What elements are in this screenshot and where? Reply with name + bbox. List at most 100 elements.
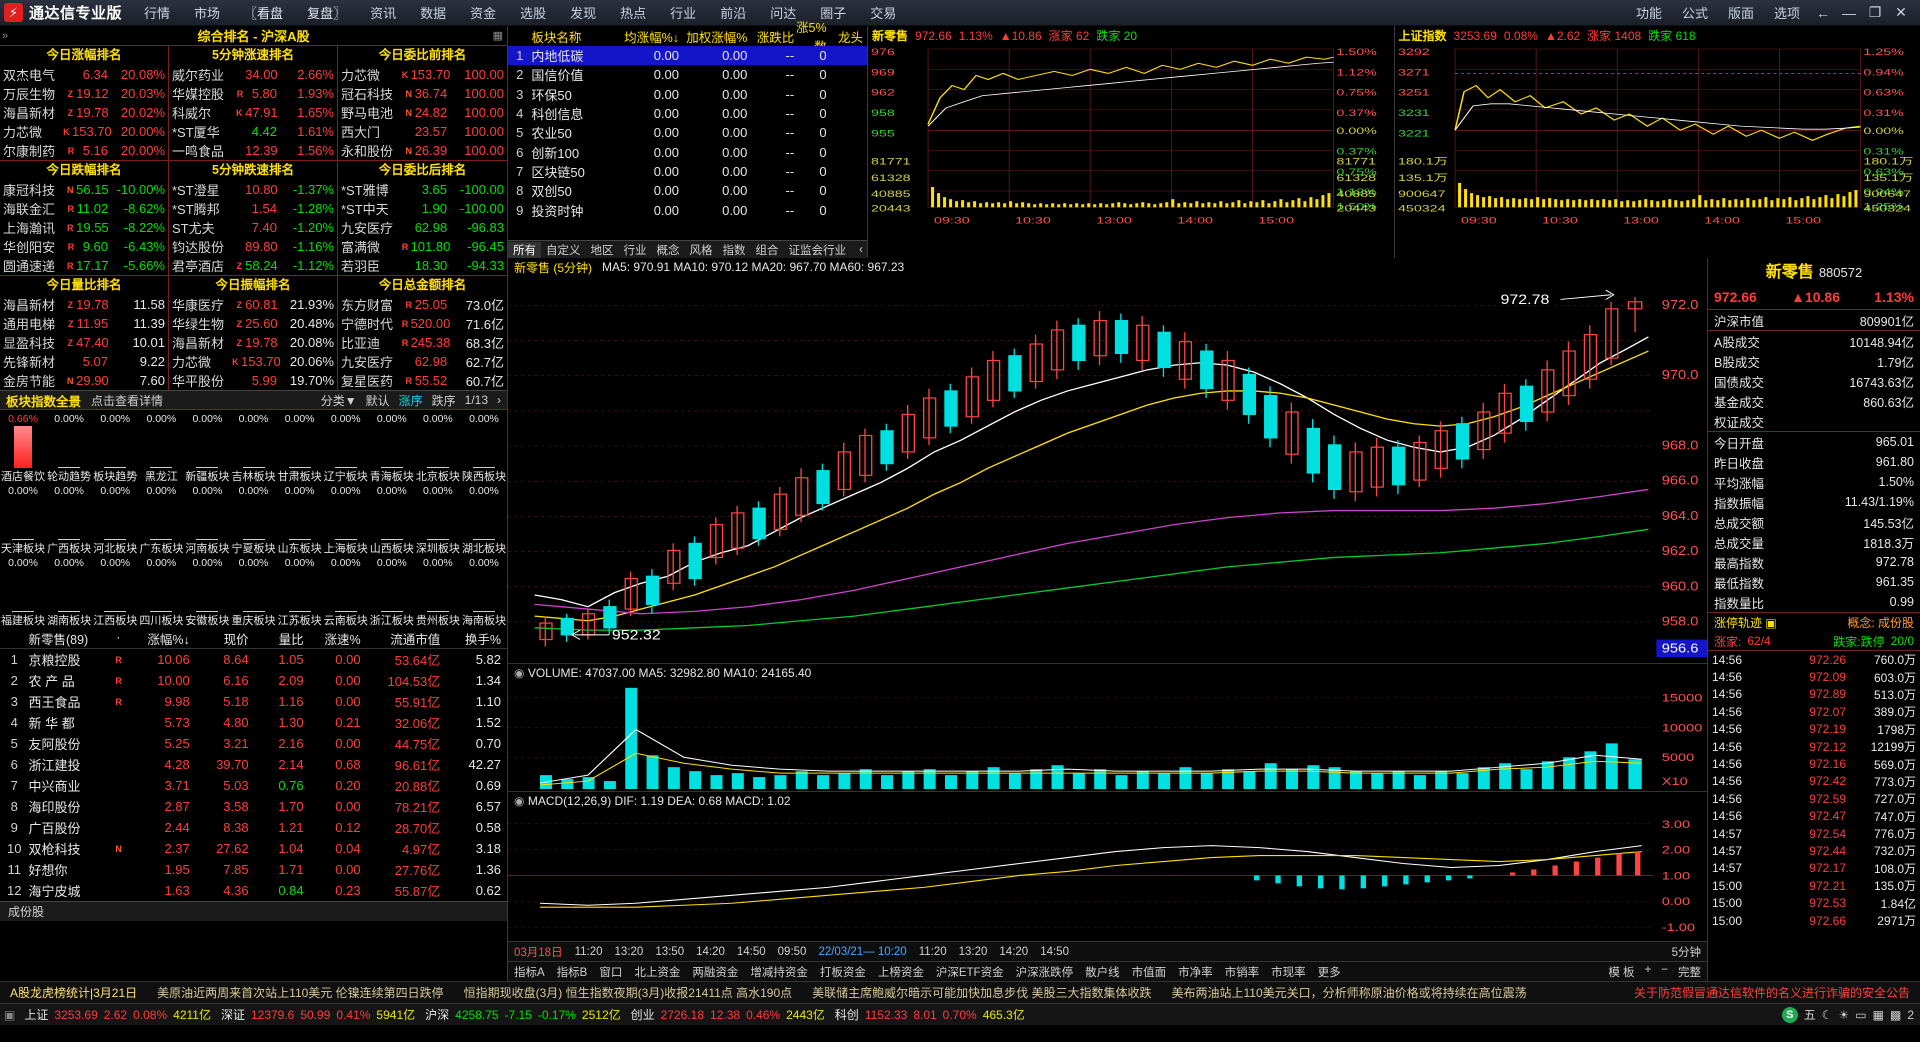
menu-item-fupan[interactable]: 复盘〗 — [307, 6, 347, 21]
panorama-cell[interactable]: 0.00% 青海板块 — [369, 412, 415, 484]
chart-tab-增减持资金[interactable]: 增减持资金 — [750, 966, 808, 979]
menu-item-zijin[interactable]: 资金 — [470, 6, 497, 21]
panorama-cell[interactable]: 0.00% 山东板块 — [277, 484, 323, 556]
rank-row[interactable]: 冠石科技 N 36.74 100.00 — [338, 84, 507, 103]
rank-row[interactable]: 九安医疗 62.98 -96.83 — [338, 218, 507, 237]
rank-row[interactable]: 双杰电气 6.34 20.08% — [0, 65, 168, 84]
status-left-icon[interactable]: ▣ — [4, 1007, 16, 1022]
panorama-cell[interactable]: 0.00% 深圳板块 — [415, 484, 461, 556]
panorama-cell[interactable]: 0.00% 贵州板块 — [415, 556, 461, 628]
limitup-track-label[interactable]: 涨停轨迹 ▣ — [1714, 616, 1777, 630]
stock-footer-tab[interactable]: 成份股 — [0, 901, 507, 921]
panorama-cell[interactable]: 0.00% 山西板块 — [369, 484, 415, 556]
rank-row[interactable]: 海昌新材 Z 19.78 20.02% — [0, 103, 168, 122]
table-row[interactable]: 1 京粮控股 R 10.06 8.64 1.05 0.00 53.64亿 5.82 — [0, 649, 507, 670]
rank-row[interactable]: 力芯微 K 153.70 100.00 — [338, 65, 507, 84]
table-row[interactable]: 9 广百股份 2.44 8.38 1.21 0.12 28.70亿 0.58 — [0, 817, 507, 838]
sector-tab-所有[interactable]: 所有 — [508, 241, 541, 258]
rank-row[interactable]: 圆通速递 R 17.17 -5.66% — [0, 256, 168, 275]
rank-row[interactable]: 上海瀚讯 R 19.55 -8.22% — [0, 218, 168, 237]
col-updown-ratio[interactable]: 涨跌比 — [756, 30, 795, 45]
s-logo-icon[interactable]: S — [1781, 1006, 1798, 1023]
rank-row[interactable]: *ST澄星 10.80 -1.37% — [169, 180, 337, 199]
menu-item-jiaoyi[interactable]: 交易 — [870, 6, 897, 21]
grid-apps-icon[interactable]: ▦ — [1872, 1007, 1884, 1022]
rank-row[interactable]: 威尔药业 34.00 2.66% — [169, 65, 337, 84]
menu-item-banmian[interactable]: 版面 — [1727, 6, 1754, 21]
rank-row[interactable]: 富满微 R 101.80 -96.45 — [338, 237, 507, 256]
sector-tab-prev-icon[interactable]: ‹ — [859, 243, 863, 256]
col-floatcap[interactable]: 流通市值 — [390, 632, 441, 647]
kline-pane[interactable]: 972.78 952.32 972.0 970.0 968.0 966 — [508, 276, 1707, 663]
panorama-cell[interactable]: 0.00% 四川板块 — [138, 556, 184, 628]
rank-row[interactable]: 华创阳安 R 9.60 -6.43% — [0, 237, 168, 256]
sector-row[interactable]: 4 科创信息 0.00 0.00 -- 0 — [508, 104, 867, 123]
panorama-cell[interactable]: 0.00% 陕西板块 — [461, 412, 507, 484]
rank-row[interactable]: *ST中天 1.90 -100.00 — [338, 199, 507, 218]
rank-row[interactable]: 野马电池 N 24.82 100.00 — [338, 103, 507, 122]
volume-collapse-icon[interactable]: ◉ — [514, 666, 525, 680]
chart-tab-市现率[interactable]: 市现率 — [1271, 966, 1306, 979]
rank-row[interactable]: 东方财富 R 25.05 73.0亿 — [338, 295, 507, 314]
rank-row[interactable]: 君亭酒店 Z 58.24 -1.12% — [169, 256, 337, 275]
menu-item-quanzi[interactable]: 圈子 — [820, 6, 847, 21]
menu-item-shuju[interactable]: 数据 — [420, 6, 447, 21]
sector-row[interactable]: 9 投资时钟 0.00 0.00 -- 0 — [508, 200, 867, 219]
panorama-cell[interactable]: 0.00% 板块趋势 — [92, 412, 138, 484]
chart-control-−[interactable]: − — [1661, 963, 1668, 976]
panorama-cell[interactable]: 0.00% 湖北板块 — [461, 484, 507, 556]
panorama-cell[interactable]: 0.00% 上海板块 — [323, 484, 369, 556]
rank-row[interactable]: *ST厦华 4.42 1.61% — [169, 122, 337, 141]
menu-item-faxian[interactable]: 发现 — [570, 6, 597, 21]
menu-item-xuanxiang[interactable]: 选项 — [1773, 6, 1800, 21]
sector-row[interactable]: 3 环保50 0.00 0.00 -- 0 — [508, 85, 867, 104]
menu-item-shichang[interactable]: 市场 — [194, 6, 221, 21]
news-item-0[interactable]: 美原油近两周来首次站上110美元 伦镍连续第四日跌停 — [157, 986, 444, 1000]
panorama-cell[interactable]: 0.00% 安徽板块 — [184, 556, 230, 628]
table-row[interactable]: 10 双枪科技 N 2.37 27.62 1.04 0.04 4.97亿 3.18 — [0, 838, 507, 859]
status-index-上证[interactable]: 上证 3253.69 2.62 0.08% 4211亿 — [19, 1006, 216, 1023]
status-index-科创[interactable]: 科创 1152.33 8.01 0.70% 465.3亿 — [830, 1006, 1030, 1023]
rank-row[interactable]: 力芯微 K 153.70 20.06% — [169, 352, 337, 371]
rank-row[interactable]: 西大门 23.57 100.00 — [338, 122, 507, 141]
panorama-category-dropdown[interactable]: 分类▼ — [320, 393, 357, 408]
table-row[interactable]: 6 浙江建投 4.28 39.70 2.14 0.68 96.61亿 42.27 — [0, 754, 507, 775]
rank-row[interactable]: 海昌新材 Z 19.78 20.08% — [169, 333, 337, 352]
chart-tab-沪深涨跌停[interactable]: 沪深涨跌停 — [1015, 966, 1074, 979]
sector-row[interactable]: 7 区块链50 0.00 0.00 -- 0 — [508, 162, 867, 181]
panorama-next-icon[interactable]: › — [497, 393, 501, 407]
menu-item-kanpan[interactable]: 〖看盘 — [244, 6, 284, 21]
panorama-cell[interactable]: 0.00% 天津板块 — [0, 484, 46, 556]
macd-pane[interactable]: ◉ MACD(12,26,9) DIF: 1.19 DEA: 0.68 MACD… — [508, 791, 1707, 941]
rank-row[interactable]: 力芯微 K 153.70 20.00% — [0, 122, 168, 141]
panorama-cell[interactable]: 0.00% 吉林板块 — [230, 412, 276, 484]
col-sector-name[interactable]: 板块名称 — [531, 30, 582, 45]
rank-row[interactable]: 复星医药 R 55.52 60.7亿 — [338, 371, 507, 390]
table-row[interactable]: 2 农 产 品 R 10.00 6.16 2.09 0.00 104.53亿 1.34 — [0, 670, 507, 691]
sector-row[interactable]: 2 国信价值 0.00 0.00 -- 0 — [508, 65, 867, 84]
mini-chart-body-2[interactable]: 3292 3271 3251 3231 3221 1.25% 0.94% 0.63% 0.31… — [1394, 45, 1920, 258]
grid-icon[interactable]: ▦ — [492, 30, 503, 42]
col-weighted-change[interactable]: 加权涨幅% — [686, 30, 748, 45]
chart-control-+[interactable]: + — [1644, 963, 1652, 976]
panorama-cell[interactable]: 0.00% 浙江板块 — [369, 556, 415, 628]
panorama-cell[interactable]: 0.00% 江西板块 — [92, 556, 138, 628]
panorama-cell[interactable]: 0.00% 广东板块 — [138, 484, 184, 556]
status-index-沪深[interactable]: 沪深 4258.75 -7.15 -0.17% 2512亿 — [420, 1006, 626, 1023]
news-item-3[interactable]: 美布两油站上110美元关口，分析师称原油价格或将持续在高位震荡 — [1171, 986, 1527, 1000]
col-speed[interactable]: 涨速% — [324, 632, 361, 647]
sector-tab-概念[interactable]: 概念 — [656, 244, 680, 257]
panorama-sort-asc[interactable]: 涨序 — [398, 393, 423, 408]
chart-tab-市销率[interactable]: 市销率 — [1224, 966, 1260, 979]
panorama-cell[interactable]: 0.00% 福建板块 — [0, 556, 46, 628]
table-row[interactable]: 7 中兴商业 3.71 5.03 0.76 0.20 20.88亿 0.69 — [0, 775, 507, 796]
sector-tab-指数[interactable]: 指数 — [722, 244, 746, 257]
rank-row[interactable]: *ST雅博 3.65 -100.00 — [338, 180, 507, 199]
panorama-cell[interactable]: 0.00% 北京板块 — [415, 412, 461, 484]
sun-icon[interactable]: ☀ — [1838, 1007, 1850, 1022]
chart-tab-两融资金[interactable]: 两融资金 — [692, 966, 739, 979]
sector-row[interactable]: 5 农业50 0.00 0.00 -- 0 — [508, 123, 867, 142]
table-row[interactable]: 11 好想你 1.95 7.85 1.71 0.00 27.76亿 1.36 — [0, 859, 507, 880]
sector-tab-自定义[interactable]: 自定义 — [546, 244, 581, 257]
sector-tab-行业[interactable]: 行业 — [623, 244, 647, 257]
